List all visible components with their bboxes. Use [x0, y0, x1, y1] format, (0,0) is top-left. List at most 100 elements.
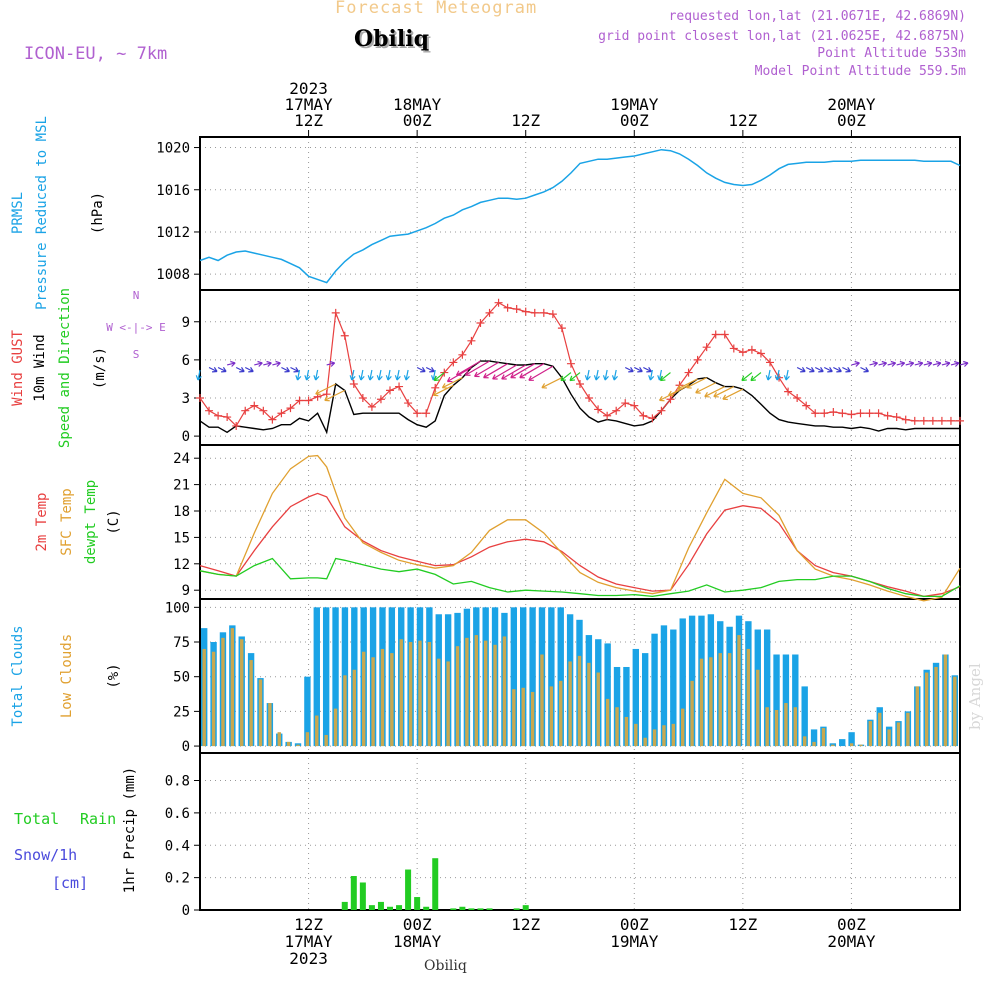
- cloud-unit: (%): [106, 663, 122, 688]
- wind-direction-arrow: [369, 369, 373, 381]
- gust-marker: [811, 409, 820, 418]
- total-cloud-label: Total Clouds: [10, 625, 26, 726]
- wind-arrow-head: [403, 375, 410, 381]
- wind-direction-arrow: [905, 362, 914, 366]
- wind-direction-arrow: [456, 360, 481, 376]
- low-cloud-bar: [596, 672, 600, 747]
- low-cloud-bar: [718, 653, 722, 747]
- low-cloud-bar: [849, 743, 854, 747]
- gust-marker: [630, 401, 639, 410]
- wind-direction-arrow: [586, 369, 590, 381]
- low-cloud-bar: [230, 628, 235, 747]
- wind-arrow-head: [944, 360, 951, 367]
- wind-arrow-head: [394, 375, 401, 381]
- gust-marker: [485, 308, 494, 317]
- rain-bar: [513, 908, 520, 910]
- gust-marker: [367, 402, 376, 411]
- wind-speed-line: [199, 360, 960, 435]
- precip-label: 1hr Precip (mm): [122, 767, 138, 893]
- y-tick-label: 15: [173, 530, 190, 546]
- total-cloud-bar: [641, 653, 649, 747]
- low-cloud-bar: [643, 737, 647, 747]
- wind-direction-label: Speed and Direction: [57, 288, 73, 448]
- total-cloud-bar: [548, 607, 555, 747]
- wind-direction-arrow: [686, 377, 707, 389]
- gust-marker: [494, 298, 503, 307]
- wind-direction-arrow: [474, 361, 499, 377]
- gust-marker: [548, 310, 557, 319]
- gust-marker: [802, 401, 811, 410]
- wind-arrow-head: [593, 375, 600, 381]
- wind-direction-arrow: [197, 369, 201, 381]
- total-cloud-bar: [660, 625, 668, 747]
- gust-marker: [829, 407, 838, 416]
- total-cloud-bar: [632, 648, 639, 747]
- bottom-axis-text: 2023: [289, 949, 328, 968]
- pressure-line: [199, 148, 961, 284]
- wind-direction-arrow: [887, 362, 896, 366]
- gust-marker: [793, 393, 802, 402]
- pressure-label: Pressure Reduced to MSL: [34, 116, 50, 310]
- wind-arrow-head: [628, 366, 634, 373]
- y-tick-label: 1008: [156, 267, 190, 283]
- wind-direction-arrow: [465, 360, 490, 376]
- low-cloud-bar: [474, 635, 478, 747]
- wind-direction-arrow: [235, 366, 245, 373]
- wind-direction-arrow: [360, 369, 364, 381]
- gust-marker: [386, 386, 394, 395]
- wind-arrow-head: [275, 360, 281, 367]
- low-cloud-bar: [709, 657, 713, 747]
- wind-direction-arrow: [263, 362, 272, 366]
- total-cloud-bar: [670, 629, 677, 747]
- low-cloud-bar: [296, 744, 300, 747]
- low-cloud-bar: [362, 651, 366, 747]
- wind-direction-arrow: [785, 369, 789, 381]
- wind-direction-arrow: [713, 386, 735, 398]
- wind-arrow-head: [750, 375, 756, 382]
- wind-arrow-head: [257, 360, 263, 367]
- wind-arrow-head: [474, 371, 480, 378]
- wind-direction-arrow: [433, 384, 454, 396]
- wind-arrow-head: [248, 366, 254, 373]
- low-cloud-bar: [380, 648, 385, 747]
- y-tick-label: 9: [182, 315, 190, 331]
- wind-direction-arrow: [776, 369, 780, 381]
- total-cloud-bar: [810, 729, 818, 747]
- y-tick-label: 12: [173, 557, 190, 573]
- y-tick-label: 0: [182, 739, 190, 755]
- low-cloud-bar: [765, 707, 769, 747]
- y-tick-label: 3: [182, 391, 190, 407]
- wind-direction-arrow: [483, 363, 508, 379]
- wind-direction-arrow: [860, 366, 869, 373]
- gust-marker: [883, 411, 892, 420]
- gust-marker: [684, 368, 693, 377]
- low-cloud-bar: [924, 672, 929, 747]
- wind-arrow-head: [774, 375, 781, 381]
- low-cloud-bar: [202, 648, 206, 747]
- low-cloud-bar: [249, 660, 253, 747]
- wind-arrow-head: [541, 383, 547, 389]
- gust-marker: [295, 396, 304, 405]
- wind-direction-arrow: [677, 378, 698, 390]
- low-cloud-bar: [427, 642, 432, 747]
- bottom-axis-text: 12Z: [511, 915, 540, 934]
- footer-station: Obiliq: [424, 958, 467, 974]
- top-axis-text: 12Z: [511, 111, 540, 130]
- gust-marker: [232, 421, 241, 430]
- wind-arrow-head: [483, 373, 489, 379]
- gust-marker: [928, 416, 937, 425]
- low-cloud-bar: [418, 640, 422, 747]
- low-cloud-bar: [831, 744, 835, 747]
- wind-unit: (m/s): [92, 347, 108, 389]
- wind-arrow-head: [376, 375, 383, 381]
- rain-bar: [387, 906, 393, 910]
- wind-arrow-head: [686, 383, 692, 389]
- rain-bar: [432, 858, 439, 910]
- gust-marker: [729, 344, 738, 353]
- gust-marker: [865, 409, 874, 418]
- rain-bar: [414, 897, 421, 910]
- wind-arrow-head: [926, 360, 933, 367]
- wind-arrow-head: [646, 366, 652, 373]
- y-tick-label: 0.6: [165, 806, 190, 822]
